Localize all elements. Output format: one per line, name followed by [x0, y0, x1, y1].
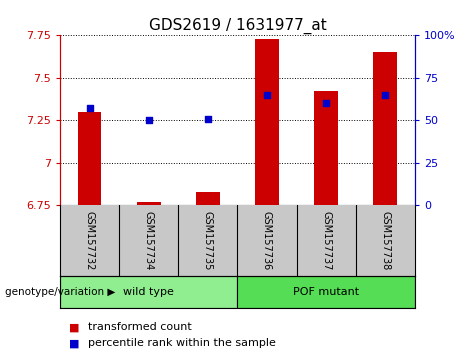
- Text: genotype/variation ▶: genotype/variation ▶: [5, 287, 115, 297]
- Bar: [137, 202, 160, 205]
- Point: [322, 101, 330, 106]
- Text: percentile rank within the sample: percentile rank within the sample: [88, 338, 276, 348]
- Text: GSM157738: GSM157738: [380, 211, 390, 270]
- Text: GSM157736: GSM157736: [262, 211, 272, 270]
- Bar: [237, 276, 415, 308]
- Bar: [373, 52, 397, 205]
- Text: ■: ■: [69, 322, 80, 332]
- Bar: [77, 112, 101, 205]
- Title: GDS2619 / 1631977_at: GDS2619 / 1631977_at: [148, 18, 326, 34]
- Point: [263, 92, 271, 98]
- Text: transformed count: transformed count: [88, 322, 191, 332]
- Text: ■: ■: [69, 338, 80, 348]
- Text: GSM157734: GSM157734: [144, 211, 154, 270]
- Text: POF mutant: POF mutant: [293, 287, 359, 297]
- Point: [382, 92, 389, 98]
- Text: wild type: wild type: [123, 287, 174, 297]
- Bar: [196, 192, 219, 205]
- Bar: [60, 276, 237, 308]
- Point: [204, 116, 212, 121]
- Bar: [314, 91, 338, 205]
- Text: GSM157732: GSM157732: [84, 211, 95, 270]
- Bar: [255, 39, 279, 205]
- Text: GSM157737: GSM157737: [321, 211, 331, 270]
- Point: [86, 105, 93, 111]
- Text: GSM157735: GSM157735: [203, 211, 213, 270]
- Point: [145, 118, 152, 123]
